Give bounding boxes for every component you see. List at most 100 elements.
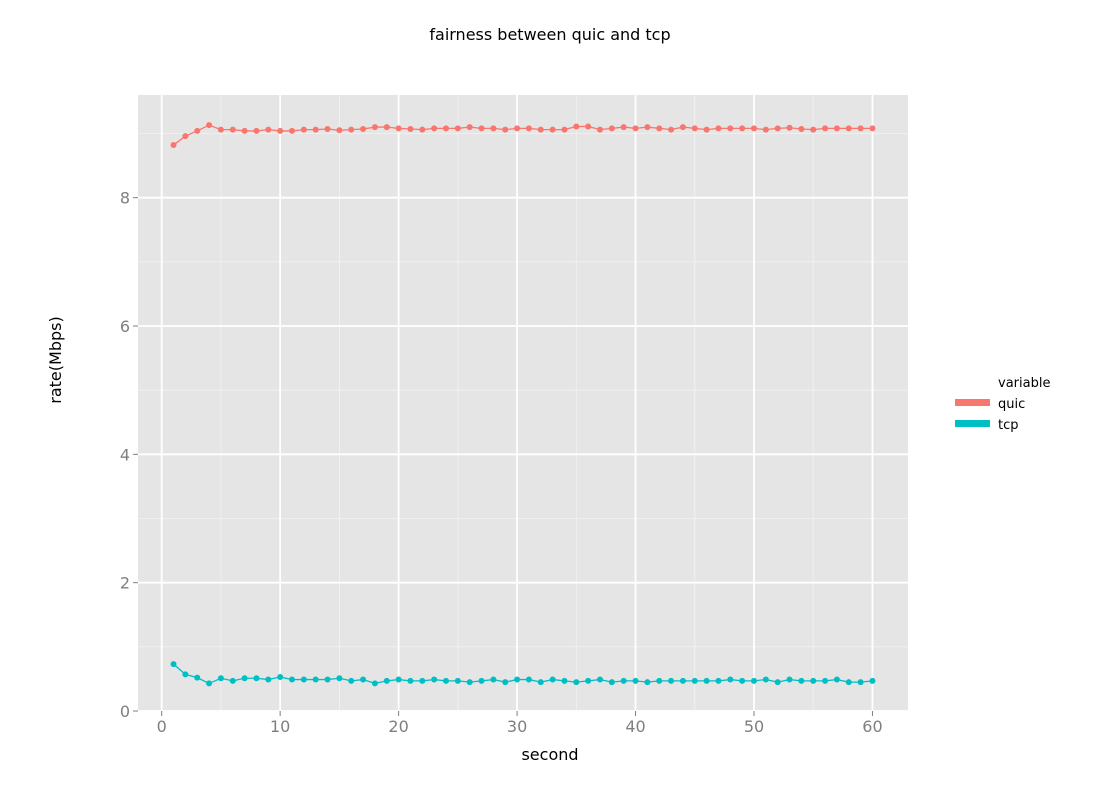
data-point-tcp <box>324 676 331 683</box>
data-point-quic <box>454 125 461 132</box>
data-point-quic <box>786 124 793 131</box>
chart-title: fairness between quic and tcp <box>429 25 670 44</box>
data-point-tcp <box>774 679 781 686</box>
data-point-tcp <box>573 679 580 686</box>
plot-panel <box>138 95 908 711</box>
data-point-tcp <box>300 676 307 683</box>
data-point-quic <box>561 126 568 133</box>
data-point-quic <box>656 125 663 132</box>
legend-title: variable <box>998 376 1050 391</box>
data-point-quic <box>194 127 201 134</box>
data-point-tcp <box>431 676 438 683</box>
data-point-quic <box>395 125 402 132</box>
data-point-quic <box>182 133 189 140</box>
data-point-tcp <box>443 677 449 684</box>
data-point-quic <box>703 126 710 133</box>
data-point-tcp <box>182 671 189 678</box>
data-point-quic <box>407 126 414 133</box>
data-point-tcp <box>739 677 746 684</box>
data-point-quic <box>573 123 580 130</box>
data-point-tcp <box>336 675 343 682</box>
data-point-tcp <box>869 677 876 684</box>
data-point-quic <box>608 125 615 132</box>
data-point-tcp <box>502 679 509 686</box>
data-point-quic <box>336 127 343 134</box>
data-point-quic <box>478 125 485 132</box>
series-layer <box>170 122 876 687</box>
data-point-tcp <box>407 677 414 684</box>
data-point-tcp <box>217 675 224 682</box>
data-point-tcp <box>762 676 769 683</box>
data-point-quic <box>762 126 769 133</box>
data-point-tcp <box>644 679 651 686</box>
data-point-quic <box>217 126 224 133</box>
data-point-tcp <box>514 676 521 683</box>
data-point-tcp <box>194 674 201 681</box>
data-point-quic <box>253 127 260 134</box>
data-point-tcp <box>454 677 461 684</box>
data-point-quic <box>502 126 509 133</box>
data-point-tcp <box>525 676 532 683</box>
data-point-tcp <box>360 676 367 683</box>
data-point-quic <box>300 126 307 133</box>
x-axis-title: second <box>521 745 578 764</box>
data-point-quic <box>644 124 651 131</box>
data-point-quic <box>419 126 426 133</box>
data-point-quic <box>466 124 473 131</box>
data-point-tcp <box>691 677 698 684</box>
data-point-quic <box>869 125 876 132</box>
data-point-tcp <box>810 677 817 684</box>
data-point-quic <box>348 126 355 133</box>
data-point-tcp <box>833 676 840 683</box>
data-point-quic <box>751 125 757 132</box>
x-tick-label: 30 <box>507 717 527 736</box>
data-point-tcp <box>632 677 639 684</box>
data-point-tcp <box>549 676 556 683</box>
data-point-tcp <box>715 677 722 684</box>
data-point-tcp <box>289 676 295 683</box>
data-point-quic <box>241 127 248 134</box>
y-tick-label: 4 <box>120 445 130 464</box>
data-point-quic <box>490 125 497 132</box>
data-point-quic <box>431 125 438 132</box>
data-point-tcp <box>703 677 710 684</box>
data-point-tcp <box>478 677 485 684</box>
data-point-quic <box>525 125 532 132</box>
x-tick-label: 40 <box>625 717 645 736</box>
data-point-tcp <box>608 679 615 686</box>
axis-layer: 0 10 20 30 40 50 60 0 2 4 6 8 <box>120 189 883 736</box>
data-point-quic <box>632 125 639 132</box>
y-axis-title: rate(Mbps) <box>46 316 65 403</box>
data-point-quic <box>715 125 722 132</box>
data-point-tcp <box>822 677 829 684</box>
data-point-tcp <box>265 676 272 683</box>
data-point-quic <box>798 126 805 133</box>
data-point-tcp <box>170 661 177 668</box>
y-tick-label: 6 <box>120 317 130 336</box>
data-point-tcp <box>620 677 627 684</box>
legend-label-tcp: tcp <box>998 418 1019 433</box>
data-point-quic <box>833 125 840 132</box>
legend-key-tcp <box>955 420 990 427</box>
data-point-tcp <box>537 679 544 686</box>
data-point-tcp <box>229 677 236 684</box>
legend: variable quic tcp <box>955 376 1050 433</box>
data-point-quic <box>265 126 272 133</box>
data-point-quic <box>679 124 686 131</box>
data-point-tcp <box>312 676 319 683</box>
data-point-tcp <box>857 679 864 686</box>
data-point-quic <box>383 124 390 131</box>
data-point-tcp <box>241 675 248 682</box>
x-tick-label: 50 <box>744 717 764 736</box>
data-point-quic <box>620 124 627 131</box>
legend-items: quic tcp <box>955 397 1025 433</box>
data-point-tcp <box>348 677 355 684</box>
data-point-tcp <box>597 676 603 683</box>
data-point-tcp <box>727 676 734 683</box>
data-point-quic <box>810 126 817 133</box>
data-point-tcp <box>277 673 284 680</box>
data-point-tcp <box>466 679 473 686</box>
data-point-tcp <box>206 680 213 687</box>
data-point-quic <box>727 125 734 132</box>
